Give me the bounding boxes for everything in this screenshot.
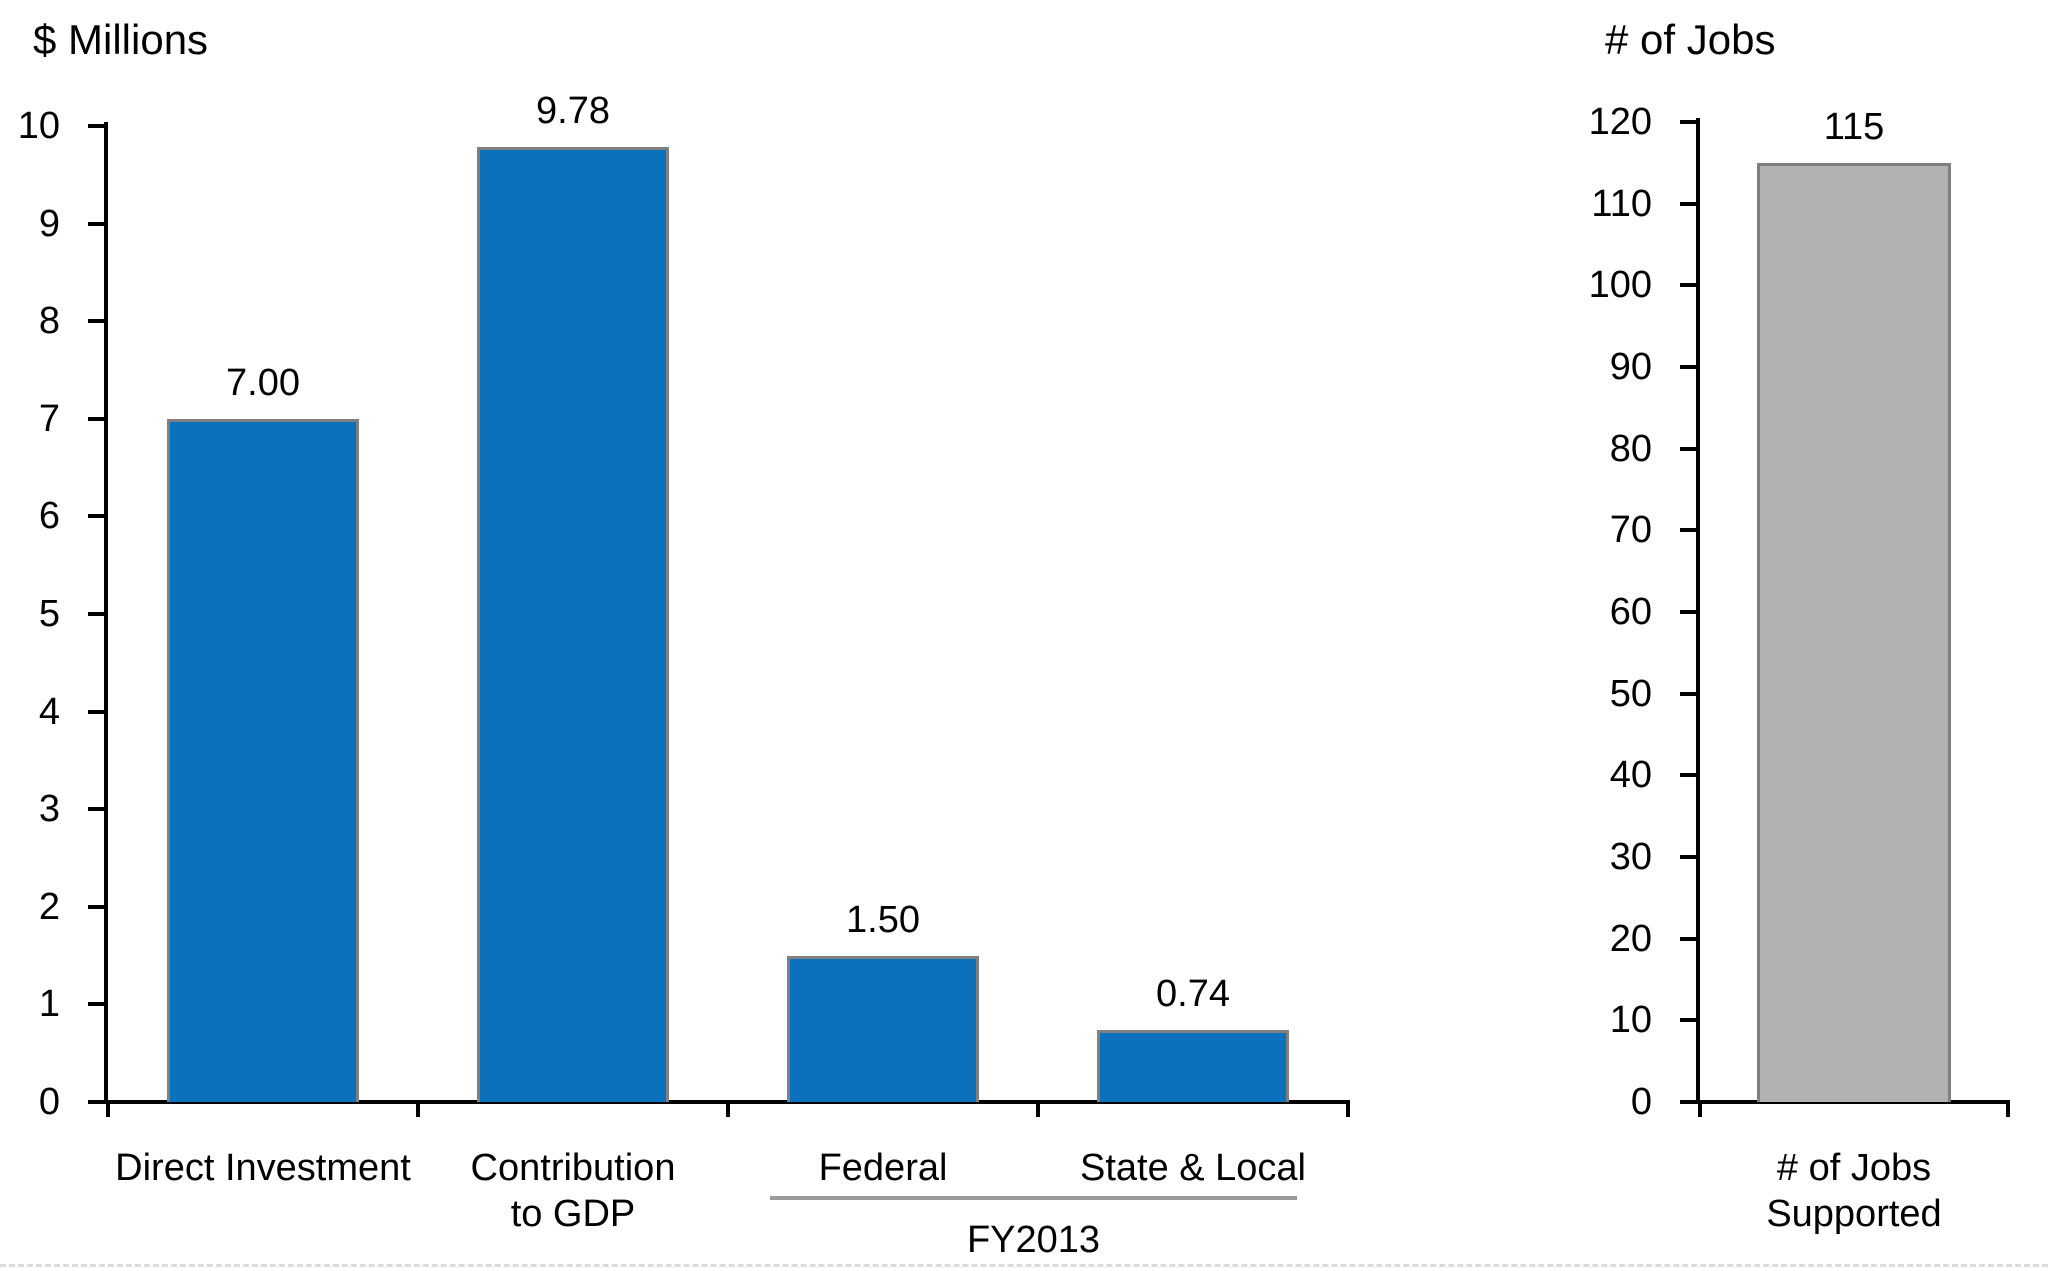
value-label-federal: 1.50	[846, 898, 920, 941]
y-tick-label-5: 5	[38, 593, 60, 635]
y-tick-6	[88, 514, 104, 519]
y-tick-label-40: 40	[1609, 754, 1652, 797]
y-tick-110	[1680, 201, 1696, 206]
y-tick-label-7: 7	[38, 397, 60, 440]
x-axis	[1686, 1100, 2010, 1104]
y-tick-label-90: 90	[1609, 346, 1652, 388]
value-label-contribution-to-gdp: 9.78	[536, 90, 610, 133]
category-label-line: State & Local	[1079, 1147, 1307, 1189]
y-tick-label-100: 100	[1588, 264, 1652, 307]
y-tick-120	[1680, 120, 1696, 124]
y-tick-label-4: 4	[38, 690, 60, 733]
bar-contribution-to-gdp	[476, 147, 670, 1102]
category-label-contribution-to-gdp: Contribution to GDP	[363, 1145, 783, 1237]
bar-state-local	[1096, 1029, 1290, 1102]
y-tick-20	[1680, 936, 1696, 941]
category-label-line: Contribution	[470, 1147, 676, 1189]
y-tick-label-120: 120	[1588, 101, 1652, 143]
y-tick-30	[1680, 855, 1696, 859]
y-tick-label-60: 60	[1609, 591, 1652, 633]
group-annotation-label: FY2013	[966, 1219, 1101, 1261]
y-tick-100	[1680, 283, 1696, 288]
x-tick-3	[1036, 1104, 1040, 1117]
y-tick-label-110: 110	[1591, 182, 1652, 225]
y-tick-4	[88, 709, 104, 714]
category-label-line: # of Jobs	[1776, 1147, 1932, 1189]
y-tick-label-10: 10	[17, 105, 60, 147]
category-label-line: to GDP	[510, 1193, 636, 1235]
x-tick-1	[416, 1104, 420, 1117]
y-tick-10	[1680, 1018, 1696, 1023]
y-tick-label-9: 9	[38, 202, 60, 245]
x-axis	[94, 1100, 1350, 1104]
y-tick-70	[1680, 528, 1696, 533]
y-tick-label-30: 30	[1609, 836, 1652, 878]
y-axis	[104, 122, 108, 1102]
x-tick-4	[1346, 1104, 1350, 1117]
y-tick-9	[88, 221, 104, 226]
y-tick-1	[88, 1002, 104, 1007]
x-tick-0	[106, 1104, 110, 1117]
y-tick-label-2: 2	[38, 885, 60, 928]
category-label-federal: Federal	[673, 1145, 1093, 1191]
y-tick-50	[1680, 691, 1696, 696]
x-tick-2	[726, 1104, 730, 1117]
y-tick-60	[1680, 610, 1696, 614]
bar-direct-investment	[166, 418, 360, 1102]
y-tick-label-50: 50	[1609, 672, 1652, 715]
y-tick-label-20: 20	[1609, 917, 1652, 960]
y-tick-80	[1680, 446, 1696, 451]
category-label-line: Federal	[818, 1147, 948, 1189]
bar-federal	[786, 955, 980, 1102]
y-tick-0	[1680, 1100, 1696, 1104]
y-tick-0	[88, 1100, 104, 1104]
y-tick-label-10: 10	[1609, 999, 1652, 1042]
category-label-line: Supported	[1766, 1193, 1942, 1235]
right-chart-title: # of Jobs	[1605, 16, 1776, 63]
y-tick-7	[88, 416, 104, 421]
group-annotation-line	[770, 1196, 1297, 1200]
y-tick-label-6: 6	[38, 495, 60, 538]
value-label-state-local: 0.74	[1156, 972, 1230, 1015]
left-chart-title: $ Millions	[33, 16, 209, 63]
y-tick-label-70: 70	[1609, 509, 1652, 552]
y-tick-3	[88, 807, 104, 812]
y-axis	[1696, 118, 1700, 1102]
value-label-of-jobs-supported: 115	[1823, 105, 1885, 148]
category-label-state-local: State & Local	[983, 1145, 1403, 1191]
category-label-of-jobs-supported: # of Jobs Supported	[1644, 1145, 2048, 1237]
x-tick-0	[1698, 1104, 1702, 1117]
category-label-line: Direct Investment	[115, 1147, 411, 1189]
y-tick-10	[88, 124, 104, 128]
y-tick-5	[88, 612, 104, 616]
y-tick-label-80: 80	[1609, 427, 1652, 470]
y-tick-label-8: 8	[38, 300, 60, 343]
y-tick-40	[1680, 773, 1696, 778]
y-tick-90	[1680, 365, 1696, 369]
y-tick-label-0: 0	[1630, 1081, 1652, 1123]
x-tick-1	[2006, 1104, 2010, 1117]
y-tick-2	[88, 904, 104, 909]
bar-of-jobs-supported	[1756, 162, 1951, 1102]
value-label-direct-investment: 7.00	[226, 361, 300, 404]
bottom-edge-artifact	[0, 1264, 2048, 1267]
y-tick-label-0: 0	[38, 1081, 60, 1123]
y-tick-label-1: 1	[38, 983, 60, 1026]
category-label-direct-investment: Direct Investment	[53, 1145, 473, 1191]
y-tick-8	[88, 319, 104, 324]
y-tick-label-3: 3	[38, 788, 60, 831]
